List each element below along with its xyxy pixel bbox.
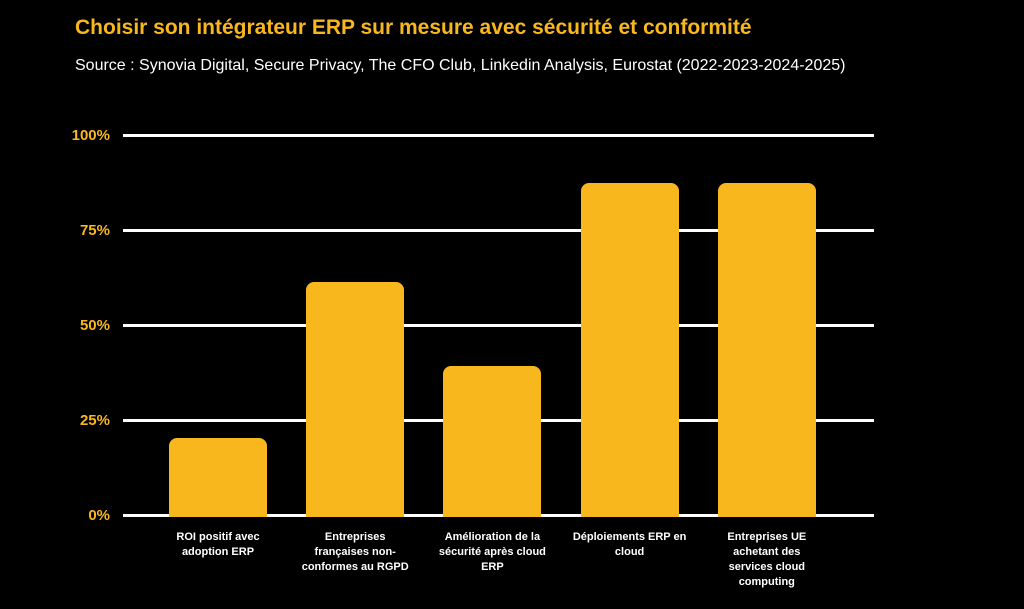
x-category-label-3: Déploiements ERP en cloud — [572, 531, 687, 558]
y-tick-label-100: 100% — [71, 127, 110, 144]
bar-3 — [580, 183, 679, 517]
bar-chart: 0% 25% 50% 75% 100% ROI positif avec adoption… — [72, 127, 874, 604]
y-tick-label-75: 75% — [79, 222, 110, 239]
bar-2 — [443, 365, 542, 517]
x-category-label-2: Amélioration de la sécurité après cloud … — [438, 531, 546, 573]
y-tick-label-50: 50% — [79, 317, 110, 334]
y-tick-label-25: 25% — [79, 412, 110, 429]
bar-4 — [717, 183, 816, 517]
x-category-label-1: Entreprises françaises non- conformes au… — [301, 531, 409, 573]
x-category-label-0: ROI positif avec adoption ERP — [176, 531, 260, 558]
chart-title: Choisir son intégrateur ERP sur mesure a… — [75, 16, 752, 39]
chart-source: Source : Synovia Digital, Secure Privacy… — [75, 57, 846, 74]
bar-1 — [306, 282, 405, 517]
gridline-50 — [123, 324, 874, 327]
plot-area — [123, 134, 874, 517]
x-category-label-4: Entreprises UE achetant des services clo… — [727, 531, 807, 588]
bar-0 — [169, 438, 267, 517]
y-tick-label-0: 0% — [88, 507, 110, 524]
gridline-100 — [123, 134, 874, 137]
gridline-75 — [123, 229, 874, 232]
